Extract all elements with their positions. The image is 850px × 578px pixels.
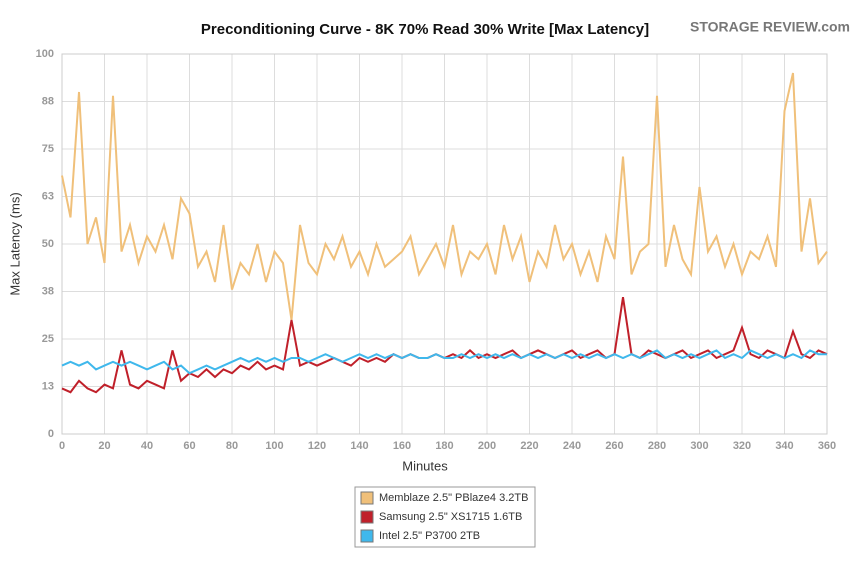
legend-swatch <box>360 491 374 505</box>
legend-swatch <box>360 529 374 543</box>
x-tick-label: 320 <box>733 440 751 452</box>
x-tick-label: 220 <box>520 440 538 452</box>
y-tick-label: 50 <box>42 238 54 250</box>
x-tick-label: 300 <box>690 440 708 452</box>
y-tick-label: 88 <box>42 95 54 107</box>
x-tick-label: 200 <box>478 440 496 452</box>
x-tick-label: 180 <box>435 440 453 452</box>
x-tick-label: 260 <box>605 440 623 452</box>
y-tick-label: 75 <box>42 143 54 155</box>
x-tick-label: 240 <box>563 440 581 452</box>
y-tick-label: 0 <box>48 428 54 440</box>
x-tick-label: 280 <box>648 440 666 452</box>
x-axis-label: Minutes <box>402 458 448 473</box>
x-tick-label: 40 <box>141 440 153 452</box>
y-tick-label: 38 <box>42 285 54 297</box>
y-tick-label: 63 <box>42 190 54 202</box>
x-tick-label: 160 <box>393 440 411 452</box>
x-tick-label: 340 <box>775 440 793 452</box>
y-tick-label: 13 <box>42 380 54 392</box>
legend-label: Memblaze 2.5" PBlaze4 3.2TB <box>379 492 528 504</box>
x-tick-label: 20 <box>98 440 110 452</box>
y-tick-label: 100 <box>36 48 54 60</box>
x-tick-label: 80 <box>226 440 238 452</box>
logo: STORAGE REVIEW.com <box>690 19 850 35</box>
legend-box <box>354 486 536 548</box>
x-tick-label: 140 <box>350 440 368 452</box>
x-tick-label: 60 <box>183 440 195 452</box>
series-line <box>61 349 827 375</box>
x-tick-label: 120 <box>308 440 326 452</box>
x-tick-label: 100 <box>265 440 283 452</box>
x-tick-label: 360 <box>818 440 836 452</box>
y-axis-label: Max Latency (ms) <box>7 192 22 295</box>
y-tick-label: 25 <box>42 333 54 345</box>
chart-title: Preconditioning Curve - 8K 70% Read 30% … <box>201 21 649 38</box>
x-tick-label: 0 <box>59 440 65 452</box>
legend-label: Intel 2.5" P3700 2TB <box>379 530 480 542</box>
plot-border <box>61 53 828 435</box>
legend-label: Samsung 2.5" XS1715 1.6TB <box>379 511 522 523</box>
legend-swatch <box>360 510 374 524</box>
series-line <box>61 72 828 321</box>
